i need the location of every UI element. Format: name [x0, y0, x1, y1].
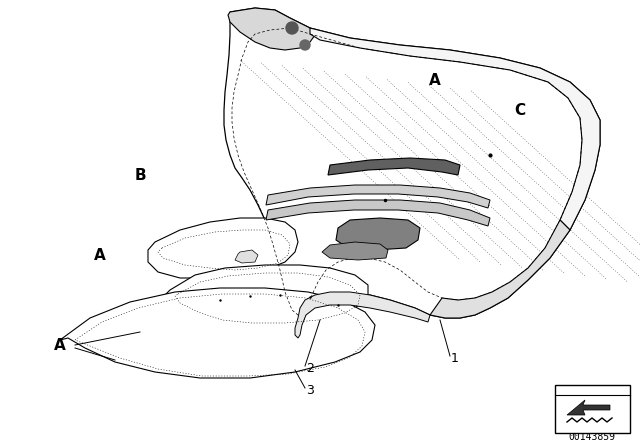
Circle shape [286, 22, 298, 34]
Text: 2: 2 [306, 362, 314, 375]
Polygon shape [328, 158, 460, 175]
Text: C: C [515, 103, 525, 117]
Polygon shape [295, 292, 430, 338]
Polygon shape [235, 250, 258, 263]
Text: A: A [54, 337, 66, 353]
Circle shape [300, 40, 310, 50]
Polygon shape [165, 265, 368, 325]
Text: 3: 3 [306, 383, 314, 396]
Polygon shape [148, 218, 298, 278]
Text: A: A [94, 247, 106, 263]
Polygon shape [336, 218, 420, 250]
Polygon shape [224, 8, 600, 328]
Polygon shape [266, 200, 490, 226]
Polygon shape [430, 220, 570, 318]
Text: 1: 1 [451, 352, 459, 365]
Polygon shape [266, 185, 490, 208]
Polygon shape [567, 400, 610, 415]
Polygon shape [60, 288, 375, 378]
Text: A: A [429, 73, 441, 87]
Text: 00143859: 00143859 [568, 432, 616, 442]
Polygon shape [228, 8, 315, 50]
Text: B: B [134, 168, 146, 182]
Polygon shape [310, 28, 600, 230]
Polygon shape [322, 242, 388, 260]
Bar [555, 385, 630, 433]
